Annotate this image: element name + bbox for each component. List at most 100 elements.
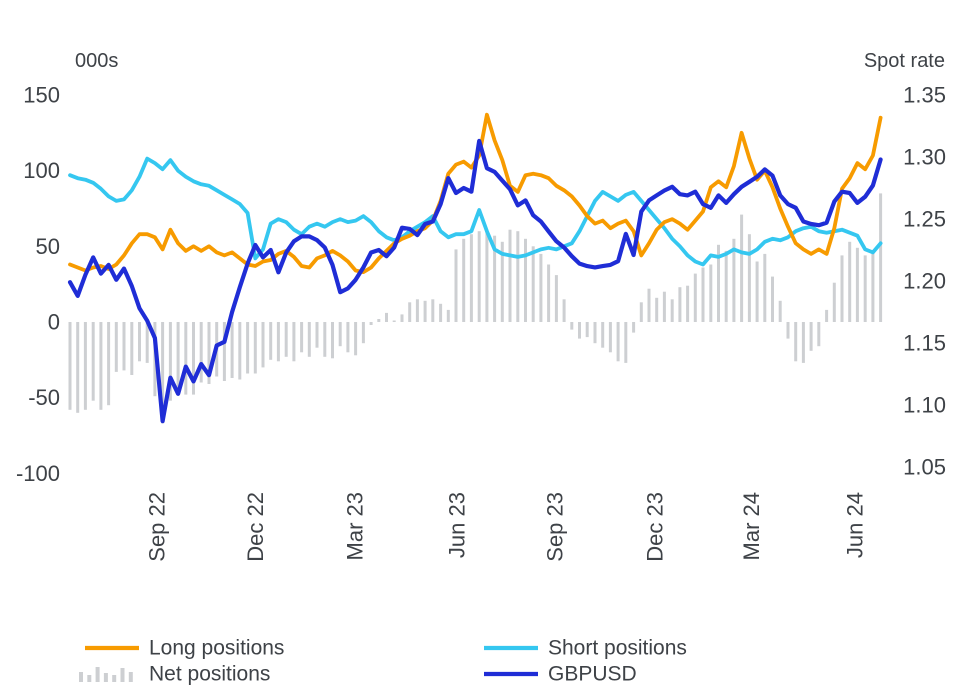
right-axis-title: Spot rate bbox=[863, 50, 945, 72]
left-tick-label: 50 bbox=[36, 234, 60, 259]
month-tick-label: Jun 23 bbox=[444, 492, 469, 558]
net-bar bbox=[246, 322, 250, 374]
net-bar bbox=[848, 241, 852, 322]
short-positions-line bbox=[68, 156, 883, 267]
net-bar bbox=[377, 319, 381, 322]
net-bar bbox=[655, 297, 659, 322]
net-bar bbox=[832, 282, 836, 322]
legend: Long positions Net positions Short positio… bbox=[79, 637, 687, 686]
net-bar bbox=[809, 322, 813, 351]
legend-label: Long positions bbox=[149, 637, 284, 660]
net-bar bbox=[107, 322, 111, 406]
month-tick-label: Dec 22 bbox=[243, 492, 268, 562]
net-bar bbox=[639, 302, 643, 322]
right-tick-label: 1.35 bbox=[903, 83, 946, 108]
net-bar bbox=[863, 255, 867, 322]
net-bar bbox=[686, 285, 690, 322]
right-tick-label: 1.05 bbox=[903, 455, 946, 480]
net-bar bbox=[670, 299, 674, 322]
legend-item: Net positions bbox=[79, 663, 270, 686]
net-bar bbox=[477, 231, 481, 322]
net-bar bbox=[145, 322, 149, 363]
net-bar bbox=[763, 253, 767, 322]
net-bar bbox=[83, 322, 87, 410]
right-tick-label: 1.10 bbox=[903, 393, 946, 418]
net-bar bbox=[462, 238, 466, 322]
net-bar bbox=[307, 322, 311, 357]
left-tick-label: 150 bbox=[23, 83, 60, 108]
net-bar bbox=[801, 322, 805, 363]
legend-label: Net positions bbox=[149, 663, 270, 686]
net-bar bbox=[315, 322, 319, 348]
net-bar bbox=[879, 193, 883, 322]
net-bar bbox=[516, 231, 520, 322]
net-bar bbox=[778, 300, 782, 322]
net-bar bbox=[423, 300, 427, 322]
month-tick-label: Jun 24 bbox=[843, 492, 868, 558]
left-axis-title: 000s bbox=[75, 50, 119, 72]
net-bar bbox=[601, 322, 605, 348]
net-bar bbox=[346, 322, 350, 353]
net-bar bbox=[647, 288, 651, 322]
net-bar bbox=[585, 322, 589, 338]
legend-bars-swatch-icon bbox=[79, 667, 133, 682]
legend-label: GBPUSD bbox=[548, 663, 637, 686]
net-bar bbox=[130, 322, 134, 375]
right-axis-ticks: 1.35 1.30 1.25 1.20 1.15 1.10 1.05 bbox=[903, 83, 946, 480]
month-tick-label: Sep 22 bbox=[145, 492, 170, 562]
net-bar bbox=[608, 322, 612, 353]
net-bar bbox=[539, 253, 543, 322]
net-bar bbox=[176, 322, 180, 391]
net-bar bbox=[755, 261, 759, 322]
net-bar bbox=[168, 322, 172, 401]
net-bar bbox=[207, 322, 211, 384]
net-bar bbox=[292, 322, 296, 362]
net-bar bbox=[717, 244, 720, 322]
right-tick-label: 1.20 bbox=[903, 269, 946, 294]
net-bar bbox=[392, 320, 396, 322]
net-bar bbox=[547, 264, 551, 322]
net-bar bbox=[709, 264, 713, 322]
left-tick-label: -50 bbox=[28, 385, 60, 410]
left-axis-ticks: 150 100 50 0 -50 -100 bbox=[16, 83, 60, 486]
net-bar bbox=[269, 322, 273, 360]
net-bar bbox=[485, 231, 489, 322]
net-bar bbox=[554, 275, 558, 322]
net-bar bbox=[400, 314, 404, 322]
net-bar bbox=[138, 322, 141, 362]
legend-item: GBPUSD bbox=[484, 663, 637, 686]
net-bar bbox=[276, 322, 280, 362]
net-bar bbox=[331, 322, 334, 359]
net-bar bbox=[284, 322, 288, 357]
right-tick-label: 1.15 bbox=[903, 331, 946, 356]
net-bar bbox=[385, 312, 388, 322]
net-bar bbox=[222, 322, 226, 381]
net-bar bbox=[230, 322, 234, 378]
net-bar bbox=[323, 322, 327, 357]
net-bar bbox=[199, 322, 203, 383]
net-bar bbox=[192, 322, 195, 395]
net-bar bbox=[338, 322, 342, 347]
net-bar bbox=[469, 234, 473, 322]
net-bar bbox=[740, 214, 744, 322]
month-tick-label: Mar 24 bbox=[739, 492, 764, 560]
legend-item: Long positions bbox=[85, 637, 284, 660]
legend-item: Short positions bbox=[484, 637, 687, 660]
month-tick-label: Dec 23 bbox=[643, 492, 668, 562]
net-bar bbox=[76, 322, 80, 413]
left-tick-label: -100 bbox=[16, 461, 60, 486]
net-bar bbox=[91, 322, 95, 401]
net-bar bbox=[68, 322, 72, 410]
net-bar bbox=[253, 322, 257, 374]
net-bar bbox=[300, 322, 304, 353]
net-bar bbox=[732, 238, 736, 322]
net-bar bbox=[840, 255, 844, 322]
net-bar bbox=[662, 291, 666, 322]
month-tick-label: Sep 23 bbox=[542, 492, 567, 562]
right-tick-label: 1.25 bbox=[903, 207, 946, 232]
net-bar bbox=[747, 234, 751, 322]
net-bar bbox=[724, 250, 728, 322]
net-bar bbox=[454, 249, 458, 322]
net-bar bbox=[99, 322, 103, 410]
